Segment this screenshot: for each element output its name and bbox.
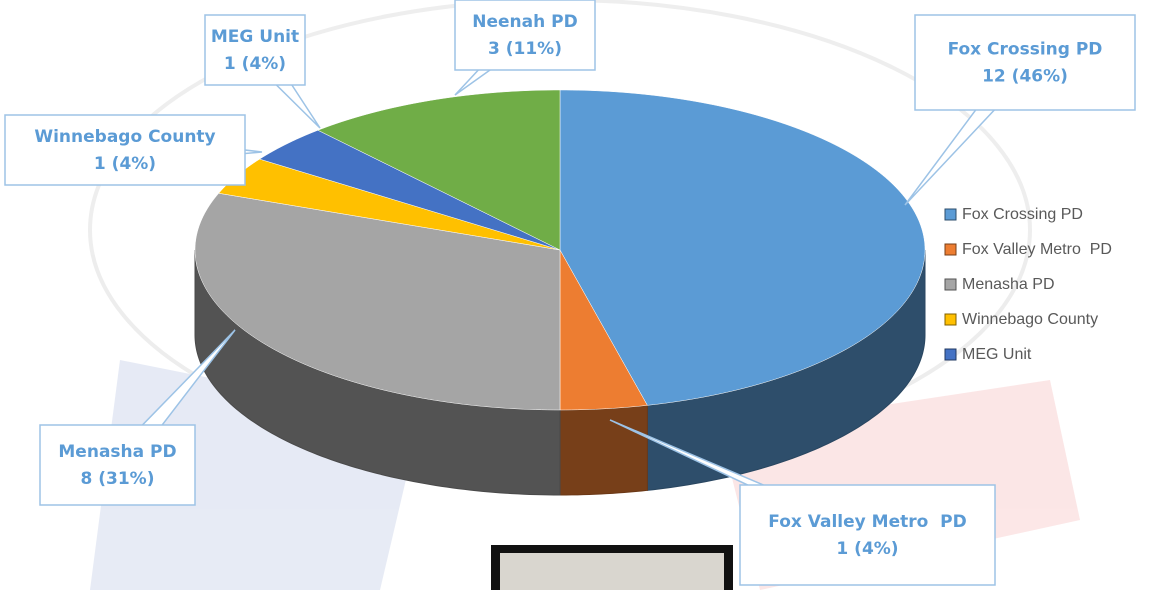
- slice: [559, 249, 648, 411]
- callout-box: [204, 14, 306, 86]
- legend-swatch: [944, 208, 957, 221]
- legend-label: Fox Crossing PD: [962, 206, 1083, 223]
- callout: Fox Valley Metro PD 1 (4%): [609, 419, 996, 586]
- callout: MEG Unit 1 (4%): [204, 14, 321, 129]
- data-label: 3 (11%): [488, 39, 562, 59]
- pie: [194, 89, 926, 496]
- legend-swatch: [944, 278, 957, 291]
- callout-box: [914, 14, 1136, 111]
- slice: [559, 89, 926, 406]
- data-label: 1 (4%): [224, 54, 286, 74]
- data-label-name: Neenah PD: [472, 12, 577, 32]
- callout: Winnebago County 1 (4%): [4, 114, 263, 186]
- legend-label: Menasha PD: [962, 276, 1055, 293]
- photo: [500, 553, 724, 590]
- data-label-name: Fox Crossing PD: [948, 40, 1103, 60]
- data-label: 8 (31%): [81, 469, 155, 489]
- data-label-name: MEG Unit: [211, 27, 299, 47]
- data-label: 1 (4%): [836, 539, 898, 559]
- callout-box: [739, 484, 996, 586]
- data-label-name: Menasha PD: [58, 442, 176, 462]
- slice: [194, 192, 561, 411]
- callout: Fox Crossing PD 12 (46%): [904, 14, 1136, 206]
- callout-box: [39, 424, 196, 506]
- legend-label: MEG Unit: [962, 346, 1032, 363]
- legend-swatch: [944, 348, 957, 361]
- callout: Neenah PD 3 (11%): [454, 0, 596, 96]
- data-label: 12 (46%): [982, 67, 1068, 87]
- slice-side: [559, 404, 648, 496]
- legend-swatch: [944, 243, 957, 256]
- legend-label: Fox Valley Metro PD: [962, 241, 1112, 258]
- slice: [317, 89, 561, 251]
- data-label-name: Fox Valley Metro PD: [768, 512, 966, 532]
- callout: Menasha PD 8 (31%): [39, 329, 236, 506]
- legend-swatch: [944, 313, 957, 326]
- callout-box: [4, 114, 246, 186]
- data-label-name: Winnebago County: [34, 127, 215, 147]
- data-label: 1 (4%): [94, 154, 156, 174]
- legend-label: Winnebago County: [962, 311, 1098, 328]
- callout-box: [454, 0, 596, 71]
- slice: [259, 129, 561, 251]
